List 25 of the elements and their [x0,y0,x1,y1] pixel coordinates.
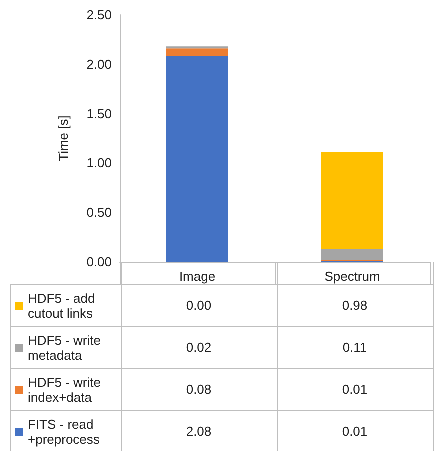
data-label: 0.01 [277,368,433,410]
bar [166,48,228,56]
data-label: 0.08 [121,368,277,410]
x-tick-label: Image [179,269,216,284]
y-tick-label: 0.50 [86,205,112,220]
data-label: 2.08 [121,410,277,451]
data-label: 0.00 [121,284,277,326]
y-tick-label: 2.00 [86,56,112,72]
data-label: 0.98 [277,284,433,326]
legend-label: HDF5 - write metadata [28,332,102,362]
bar [322,249,384,260]
data-label: 0.02 [121,326,277,368]
bar [322,152,384,250]
legend-label: HDF5 - add cutout links [28,290,96,320]
y-tick-label: 1.50 [86,106,112,122]
y-tick-label: 1.00 [86,156,112,171]
data-label: 0.11 [277,326,433,368]
legend-label: HDF5 - write index+data [28,374,102,404]
y-tick-label: 2.50 [86,8,112,22]
y-axis-title: Time [s] [56,116,71,162]
bar [166,56,228,262]
y-tick-label: 0.00 [86,254,112,270]
legend-label: FITS - read +preprocess [28,416,101,446]
x-tick-label: Spectrum [324,269,380,284]
data-label: 0.01 [277,410,433,451]
